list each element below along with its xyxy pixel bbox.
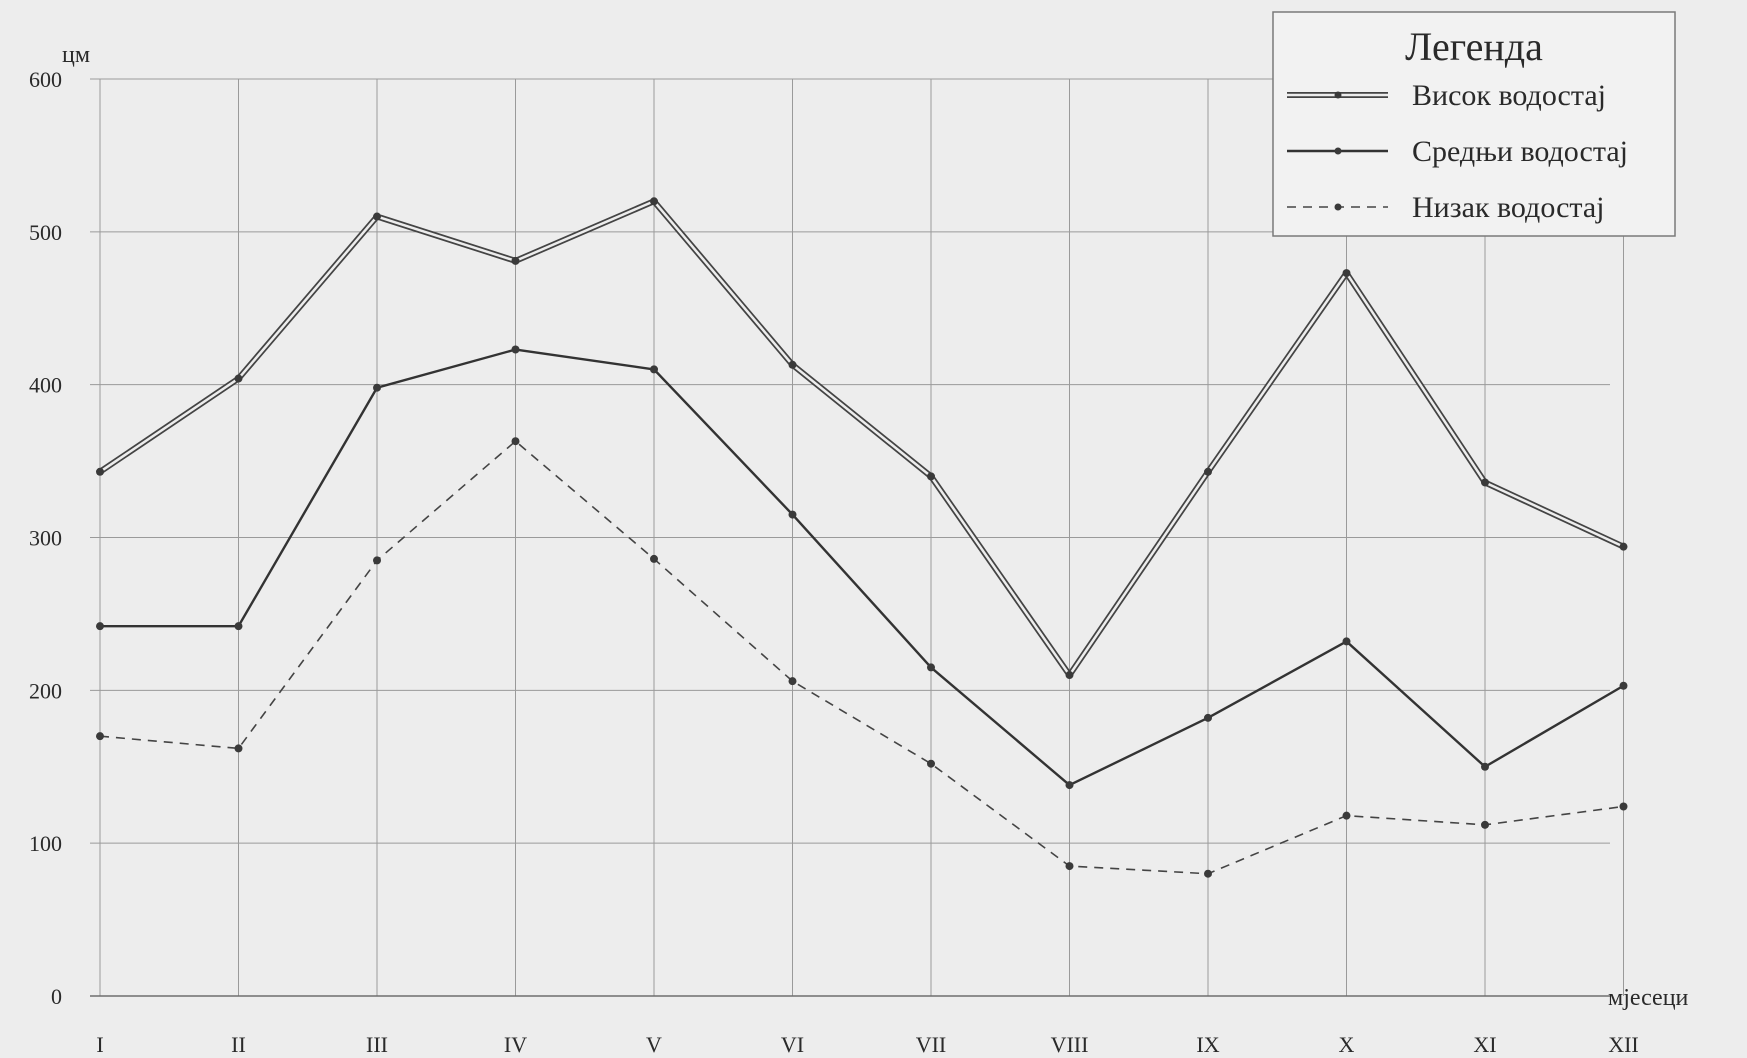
data-point [788, 510, 797, 519]
x-tick-label: I [96, 1032, 103, 1057]
data-point [927, 759, 935, 768]
legend-item: Висок водостај [1287, 79, 1606, 112]
data-point [373, 556, 381, 565]
grid [90, 78, 1624, 997]
data-point [511, 345, 520, 354]
data-point [1619, 542, 1628, 551]
series-1 [96, 345, 1628, 790]
legend-marker [1334, 147, 1342, 155]
data-point [373, 383, 381, 392]
legend-title: Легенда [1405, 24, 1543, 69]
x-tick-label: XI [1473, 1032, 1496, 1057]
data-point [927, 663, 935, 672]
x-tick-label: VII [916, 1032, 947, 1057]
data-point [511, 256, 520, 265]
series-line [100, 348, 1625, 787]
data-point [1619, 802, 1628, 811]
legend-box [1272, 11, 1676, 237]
x-axis-label: мјесеци [1608, 985, 1689, 1011]
data-point [788, 360, 797, 369]
data-point [1619, 681, 1628, 690]
legend-marker [1334, 203, 1342, 211]
data-point [1342, 811, 1351, 820]
x-tick-label: V [646, 1032, 662, 1057]
legend-label: Низак водостај [1412, 191, 1605, 224]
data-point [650, 554, 658, 563]
y-tick-label: 100 [29, 831, 62, 856]
x-tick-label: IV [504, 1032, 527, 1057]
data-point [96, 622, 104, 631]
x-tick-label: X [1339, 1032, 1355, 1057]
data-point [1065, 671, 1074, 680]
data-point [234, 374, 243, 383]
y-axis-label: цм [62, 42, 90, 68]
y-tick-label: 400 [29, 373, 62, 398]
legend-item: Средњи водостај [1287, 135, 1628, 168]
data-point [96, 732, 104, 741]
data-point [511, 437, 520, 446]
data-point [1204, 713, 1212, 722]
data-point [1481, 478, 1489, 487]
y-tick-label: 0 [51, 984, 62, 1009]
legend-label: Средњи водостај [1412, 135, 1628, 168]
data-point [1481, 762, 1489, 771]
series-0 [96, 197, 1628, 680]
data-point [927, 472, 935, 481]
series-lines [96, 197, 1628, 878]
legend-item: Низак водостај [1287, 191, 1605, 224]
data-point [650, 197, 658, 206]
data-point [234, 622, 243, 631]
data-point [234, 744, 243, 753]
data-point [1481, 820, 1489, 829]
legend-marker [1334, 91, 1342, 99]
data-point [96, 467, 104, 476]
x-tick-label: XII [1608, 1032, 1639, 1057]
y-tick-label: 300 [29, 526, 62, 551]
series-line-inner [99, 200, 1625, 677]
data-point [650, 365, 658, 374]
x-tick-label: VI [781, 1032, 804, 1057]
x-tick-label: VIII [1051, 1032, 1089, 1057]
data-point [1342, 637, 1351, 646]
y-tick-label: 600 [29, 67, 62, 92]
x-tick-label: III [366, 1032, 388, 1057]
legend: Легенда Висок водостај Средњи водостај Низ… [1272, 11, 1676, 237]
data-point [1204, 467, 1212, 476]
series-line [99, 440, 1624, 875]
series-2 [96, 437, 1628, 878]
y-tick-label: 200 [29, 678, 62, 703]
data-point [1065, 781, 1074, 790]
x-tick-label: IX [1196, 1032, 1219, 1057]
y-tick-label: 500 [29, 220, 62, 245]
data-point [1204, 869, 1212, 878]
data-point [788, 677, 797, 686]
legend-label: Висок водостај [1412, 79, 1606, 112]
x-tick-label: II [231, 1032, 246, 1057]
data-point [1342, 269, 1351, 278]
data-point [1065, 862, 1074, 871]
data-point [373, 212, 381, 221]
